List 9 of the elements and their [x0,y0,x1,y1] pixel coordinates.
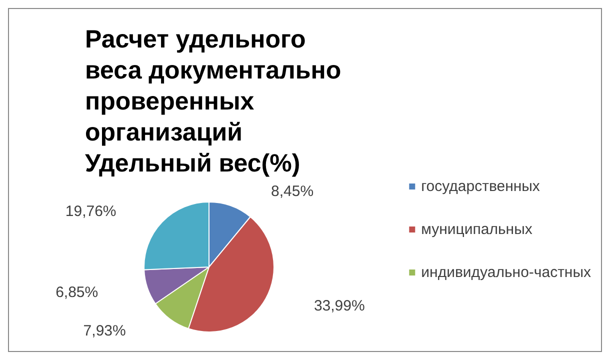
data-label: 33,99% [314,297,365,314]
legend-label: муниципальных [421,221,533,238]
chart-title: Расчет удельного веса документально проверенных организаций Удельный вес(%) [85,26,348,178]
data-label: 6,85% [56,284,98,301]
data-label: 7,93% [83,322,126,340]
data-label: 8,45% [271,183,314,200]
legend-label: индивидуально-частных [421,264,592,281]
legend-label: государственных [421,178,540,195]
data-label: 19,76% [65,203,116,220]
